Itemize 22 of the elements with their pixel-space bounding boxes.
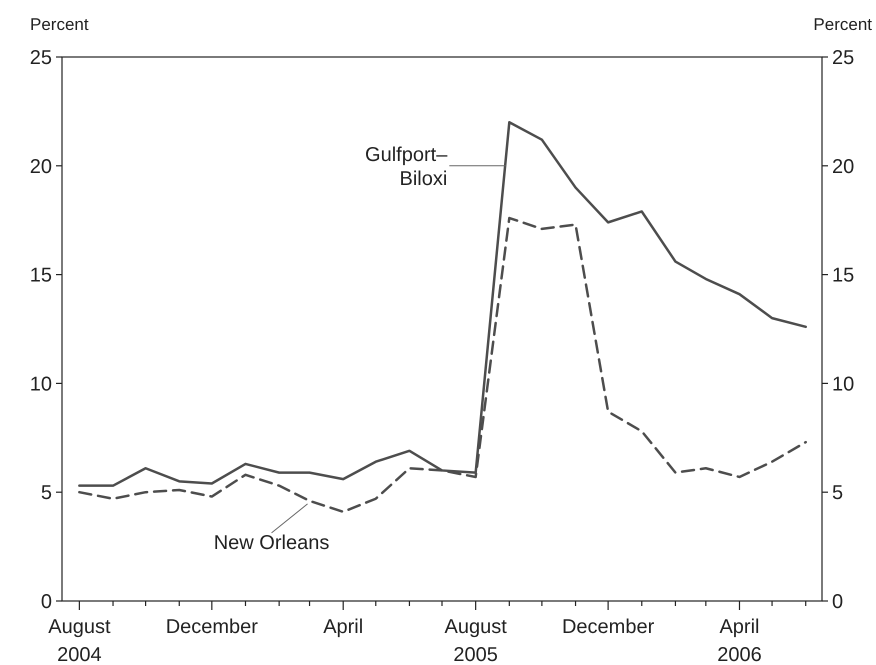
x-tick-label: April 2006 bbox=[717, 616, 762, 665]
y2-tick-label: 20 bbox=[832, 156, 854, 178]
y-tick-label: 25 bbox=[30, 47, 52, 69]
annotation: New Orleans bbox=[214, 532, 330, 554]
y2-tick-label: 25 bbox=[832, 47, 854, 69]
x-tick-label: April bbox=[323, 616, 364, 638]
y-tick-label: 5 bbox=[40, 482, 52, 504]
y2-tick-label: 10 bbox=[832, 373, 854, 396]
y2-tick-label: 5 bbox=[832, 482, 844, 504]
y-tick-label: 0 bbox=[40, 591, 52, 613]
x-tick-label: August 2004 bbox=[48, 616, 111, 665]
y-tick-label: 20 bbox=[30, 156, 52, 178]
y2-axis-title: Percent bbox=[813, 15, 872, 34]
x-tick-label: December bbox=[562, 616, 655, 638]
x-tick-label: December bbox=[166, 616, 258, 638]
x-tick-label: August 2005 bbox=[444, 616, 508, 665]
y2-tick-label: 0 bbox=[832, 591, 844, 613]
y-tick-label: 10 bbox=[30, 373, 52, 396]
y2-tick-label: 15 bbox=[832, 264, 854, 287]
annotation: Gulfport– Biloxi bbox=[365, 144, 448, 190]
y-tick-label: 15 bbox=[30, 264, 52, 287]
y-axis-title: Percent bbox=[30, 15, 89, 34]
